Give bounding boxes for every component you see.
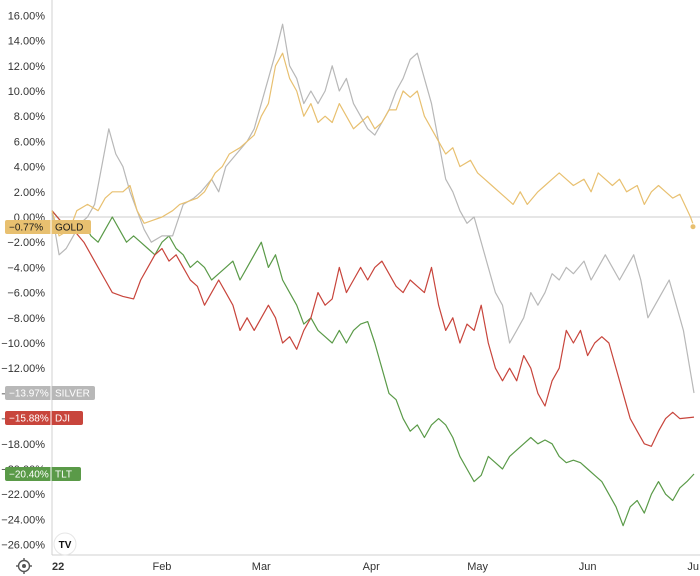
series-line-tlt [51, 210, 695, 527]
x-axis-ticks: 22 Feb Mar Apr May Jun Ju [52, 561, 699, 573]
y-axis-ticks: 16.00% 14.00% 12.00% 10.00% 8.00% 6.00% 4.00% 2… [1, 10, 45, 551]
y-tick-label: −26.00% [1, 540, 45, 552]
y-tick-label: 4.00% [14, 162, 45, 174]
series-tag-gold: −0.77% GOLD [5, 220, 91, 234]
tradingview-logo-icon[interactable]: TV [53, 532, 77, 556]
y-tick-label: −4.00% [7, 262, 45, 274]
series-tag-name: SILVER [55, 389, 90, 400]
y-tick-label: −12.00% [1, 363, 45, 375]
y-tick-label: −18.00% [1, 439, 45, 451]
series-tag-bg [5, 220, 91, 234]
y-tick-label: 2.00% [14, 187, 45, 199]
x-tick-label: Jun [579, 561, 597, 573]
x-tick-label: Mar [252, 561, 271, 573]
gold-end-dot [689, 223, 697, 231]
y-tick-label: 12.00% [8, 61, 46, 73]
series-tag-name: TLT [55, 470, 72, 481]
x-tick-label: 22 [52, 561, 64, 573]
series-line-gold [51, 52, 695, 237]
logo-text: TV [59, 540, 72, 551]
series-tag-silver: −13.97% SILVER [5, 386, 95, 400]
series-tags: −0.77% GOLD −13.97% SILVER −15.88% DJI −20.40%… [5, 220, 95, 481]
series-tag-value: −15.88% [9, 414, 49, 425]
series-lines [51, 23, 695, 527]
y-tick-label: −22.00% [1, 489, 45, 501]
series-tag-dji: −15.88% DJI [5, 411, 83, 425]
series-line-dji [51, 210, 695, 447]
x-tick-label: Ju [687, 561, 699, 573]
y-tick-label: 10.00% [8, 86, 46, 98]
series-tag-bg [5, 411, 83, 425]
y-tick-label: −2.00% [7, 237, 45, 249]
series-tag-value: −0.77% [9, 223, 43, 234]
series-tag-bg [5, 467, 81, 481]
series-tag-name: DJI [55, 414, 70, 425]
y-tick-label: −8.00% [7, 313, 45, 325]
y-tick-label: 16.00% [8, 10, 46, 22]
end-dots [689, 223, 697, 231]
x-tick-label: Feb [152, 561, 171, 573]
series-tag-bg [5, 386, 95, 400]
series-tag-value: −13.97% [9, 389, 49, 400]
x-tick-label: Apr [363, 561, 380, 573]
y-tick-label: −24.00% [1, 514, 45, 526]
series-tag-name: GOLD [55, 223, 83, 234]
y-tick-label: 8.00% [14, 111, 45, 123]
y-tick-label: 14.00% [8, 36, 46, 48]
y-tick-label: −6.00% [7, 288, 45, 300]
series-tag-value: −20.40% [9, 470, 49, 481]
series-tag-tlt: −20.40% TLT [5, 467, 81, 481]
y-tick-label: −10.00% [1, 338, 45, 350]
gear-icon[interactable] [16, 558, 32, 574]
x-tick-label: May [467, 561, 488, 573]
y-tick-label: 6.00% [14, 136, 45, 148]
